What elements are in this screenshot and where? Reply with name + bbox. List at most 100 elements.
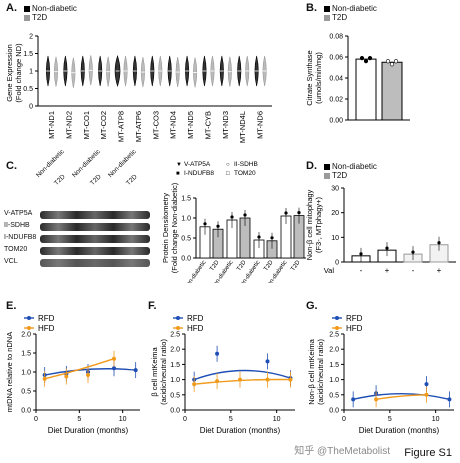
chart-d-x-label: Val xyxy=(324,266,335,275)
chart-b-point xyxy=(385,59,391,64)
legend-b-t2d-swatch xyxy=(324,15,330,21)
chart-g-y-label-line: Non-β cell mtKeima xyxy=(307,338,316,404)
chart-a-y-tick-label: 1 xyxy=(29,69,33,76)
chart-b-y-tick-label: 0.02 xyxy=(329,97,343,104)
blot-lane-label: T2D xyxy=(53,173,67,187)
chart-e-legend-marker xyxy=(27,326,31,330)
chart-e-y-tick-label: 2.0 xyxy=(21,332,31,339)
chart-e-y-label: mtDNA relative to nDNA xyxy=(5,332,14,412)
chart-e-x-tick-label: 0 xyxy=(34,416,38,423)
chart-e-point-rfd xyxy=(133,368,138,373)
chart-a-category-label: MT-ND6 xyxy=(256,111,265,139)
chart-f-x-tick-label: 0 xyxy=(183,416,187,423)
chart-c-category-label: T2D xyxy=(263,259,275,272)
legend-t2d-swatch xyxy=(24,15,30,21)
chart-f-y-tick-label: 1.5 xyxy=(170,362,180,369)
chart-f-legend-label: RFD xyxy=(187,314,204,323)
figure-label: Figure S1 xyxy=(404,447,452,459)
chart-c-point xyxy=(230,215,234,219)
chart-c-point xyxy=(257,235,261,239)
chart-g-y-tick-label: 2.0 xyxy=(329,347,339,354)
chart-g-point-rfd xyxy=(351,397,356,402)
chart-g-y-tick-label: 2.5 xyxy=(329,332,339,339)
blot-band xyxy=(40,223,150,231)
chart-f-y-tick-label: 2.0 xyxy=(170,347,180,354)
chart-g-x-tick-label: 0 xyxy=(342,416,346,423)
chart-a-category-label: MT-ND4L xyxy=(238,111,247,143)
watermark-text: 知乎 @TheMetabolist xyxy=(294,446,390,457)
chart-d-bar: 0 10 20 30 Non-β cell mitophagy(F3-, MTphagy… xyxy=(305,186,456,275)
chart-c-point xyxy=(243,213,247,217)
chart-f-y-tick-label: 0.0 xyxy=(170,408,180,415)
chart-a-category-label: MT-ND4 xyxy=(169,111,178,139)
blot-band xyxy=(40,211,150,219)
chart-d-point xyxy=(411,250,415,254)
chart-b-bar xyxy=(381,61,403,121)
chart-g-y-tick-label: 1.5 xyxy=(329,362,339,369)
chart-a-category-label: MT-ATP6 xyxy=(134,111,143,142)
chart-e-legend-marker xyxy=(27,316,31,320)
chart-e-point-hfd xyxy=(64,374,69,379)
chart-a-y-label-line: Gene Expression xyxy=(5,44,14,102)
chart-b-point xyxy=(363,58,369,64)
panel-c-letter: C. xyxy=(6,160,17,172)
chart-d-y-label-line: Non-β cell mitophagy xyxy=(305,189,314,260)
chart-c-point xyxy=(203,222,207,226)
chart-b-y-label: Citrate Synthase(umols/min/mg) xyxy=(305,50,323,105)
chart-a-category-label: MT-ND1 xyxy=(47,111,56,139)
chart-e-y-label-line: mtDNA relative to nDNA xyxy=(5,332,14,412)
chart-g-point-rfd xyxy=(447,397,452,402)
chart-g-fit-line-hfd xyxy=(375,394,427,401)
chart-e-point-hfd xyxy=(112,356,116,361)
chart-c-category-label: T2D xyxy=(209,259,221,272)
legend-d-t2d-label: T2D xyxy=(332,171,348,180)
legend-non-diabetic-label: Non-diabetic xyxy=(32,4,77,13)
chart-e-x-tick-label: 5 xyxy=(77,416,81,423)
blot-band-label: VCL xyxy=(4,258,18,265)
chart-c-y-label-line: (Fold change Non-diabetic) xyxy=(170,182,179,273)
blot-lane-label: T2D xyxy=(125,173,139,187)
chart-f-fit-line-rfd xyxy=(193,369,291,381)
legend-b-non-diabetic-label: Non-diabetic xyxy=(332,4,377,13)
chart-b-y-tick-label: 0.00 xyxy=(329,118,343,125)
chart-g-legend-label: HFD xyxy=(346,324,363,333)
chart-g-y-tick-label: 0.0 xyxy=(329,408,339,415)
chart-f-fit-line-hfd xyxy=(194,378,291,385)
chart-f-y-tick-label: 1.0 xyxy=(170,377,180,384)
chart-e-point-hfd xyxy=(86,373,90,378)
chart-a-category-label: MT-ATP8 xyxy=(117,111,126,142)
chart-f-y-label: β cell mtKeima(acidic/neutral ratio) xyxy=(150,339,168,405)
chart-c-point xyxy=(297,211,301,215)
panel-b-letter: B. xyxy=(306,2,317,14)
chart-c-legend-symbol: □ xyxy=(226,171,230,177)
chart-c-y-tick-label: 1.5 xyxy=(181,196,191,203)
chart-d-category-label: + xyxy=(437,266,442,275)
chart-c-y-tick-label: 1.0 xyxy=(181,216,191,223)
chart-c-legend-label: II-SDHB xyxy=(234,161,258,168)
blot-band xyxy=(40,259,150,267)
chart-a-category-label: MT-ND3 xyxy=(221,111,230,139)
chart-c-bar: ▼ V-ATP5A ○ II-SDHB ■ I-NDUFB8 □ TOM20 0.0 0.5 1.0… xyxy=(161,161,306,283)
chart-f-y-label-line: β cell mtKeima xyxy=(150,347,159,397)
chart-b-y-tick-label: 0.06 xyxy=(329,55,343,62)
chart-b-point xyxy=(359,56,365,61)
chart-e-point-rfd xyxy=(112,366,116,371)
chart-b-bar xyxy=(355,58,377,121)
chart-f-legend-marker xyxy=(176,326,180,330)
chart-c-legend-label: V-ATP5A xyxy=(184,161,211,168)
chart-d-category-label: + xyxy=(385,266,390,275)
chart-a-y-label-line: (Fold change ND) xyxy=(14,43,23,103)
chart-a-category-label: MT-CO1 xyxy=(82,111,91,139)
panel-g-letter: G. xyxy=(306,300,318,312)
chart-c-legend-symbol: ▼ xyxy=(176,162,182,168)
chart-g-y-label: Non-β cell mtKeima(acidic/neutral ratio) xyxy=(307,338,325,405)
chart-g-x-label: Diet Duration (months) xyxy=(359,426,440,435)
chart-c-y-tick-label: 0.5 xyxy=(181,236,191,243)
chart-d-point xyxy=(359,252,363,256)
chart-c-legend-symbol: ○ xyxy=(226,162,230,168)
blot-band-label: II-SDHB xyxy=(4,222,30,229)
chart-a-y-tick-label: 1.5 xyxy=(23,51,33,58)
chart-c-y-tick-label: 0.0 xyxy=(181,256,191,263)
